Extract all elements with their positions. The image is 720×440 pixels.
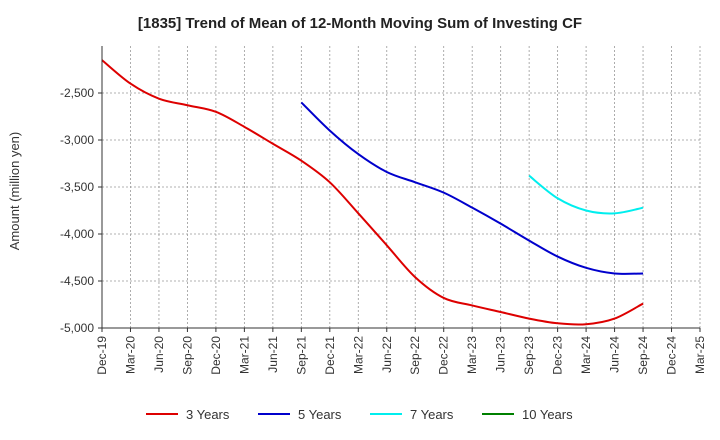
x-tick-label: Sep-24 — [636, 336, 650, 375]
x-tick-label: Mar-25 — [693, 336, 707, 374]
x-tick-label: Mar-22 — [351, 336, 365, 374]
y-tick-label: -4,500 — [60, 274, 94, 288]
x-tick-label: Sep-21 — [294, 336, 308, 375]
x-tick-label: Mar-24 — [579, 336, 593, 374]
chart-title: [1835] Trend of Mean of 12-Month Moving … — [138, 15, 582, 32]
x-tick-label: Sep-22 — [408, 336, 422, 375]
x-tick-label: Sep-23 — [522, 336, 536, 375]
series-line-5-years — [300, 101, 644, 275]
x-tick-label: Mar-20 — [123, 336, 137, 374]
legend-item-5-years: 5 Years — [258, 407, 342, 422]
series-line-3-years — [101, 59, 644, 326]
y-tick-label: -3,500 — [60, 180, 94, 194]
x-tick-label: Jun-23 — [494, 336, 508, 373]
axes: -5,000 -4,500 -4,000 -3,500 -3,000 -2,500 Dec-… — [60, 46, 707, 375]
y-tick-label: -5,000 — [60, 321, 94, 335]
x-tick-label: Jun-22 — [380, 336, 394, 373]
x-tick-label: Dec-24 — [665, 336, 679, 375]
legend-label: 10 Years — [522, 407, 573, 422]
plot-background — [102, 46, 700, 328]
x-tick-label: Dec-23 — [551, 336, 565, 375]
legend-label: 3 Years — [186, 407, 230, 422]
y-tick-label: -4,000 — [60, 227, 94, 241]
x-tick-label: Jun-24 — [608, 336, 622, 373]
x-tick-label: Dec-20 — [209, 336, 223, 375]
legend-item-10-years: 10 Years — [482, 407, 573, 422]
x-tick-label: Jun-21 — [266, 336, 280, 373]
x-tick-label: Sep-20 — [180, 336, 194, 375]
x-tick-label: Dec-22 — [437, 336, 451, 375]
legend-item-3-years: 3 Years — [146, 407, 230, 422]
x-tick-label: Mar-21 — [237, 336, 251, 374]
x-tick-label: Mar-23 — [465, 336, 479, 374]
x-tick-label: Dec-19 — [95, 336, 109, 375]
x-tick-label: Dec-21 — [323, 336, 337, 375]
series-line-7-years — [528, 174, 644, 215]
y-axis-label: Amount (million yen) — [7, 132, 22, 251]
legend: 3 Years 5 Years 7 Years 10 Years — [146, 407, 573, 422]
legend-item-7-years: 7 Years — [370, 407, 454, 422]
x-tick-label: Jun-20 — [152, 336, 166, 373]
plot-area — [102, 46, 700, 328]
y-tick-label: -2,500 — [60, 86, 94, 100]
legend-label: 7 Years — [410, 407, 454, 422]
y-tick-label: -3,000 — [60, 133, 94, 147]
legend-label: 5 Years — [298, 407, 342, 422]
series-group — [101, 59, 644, 326]
